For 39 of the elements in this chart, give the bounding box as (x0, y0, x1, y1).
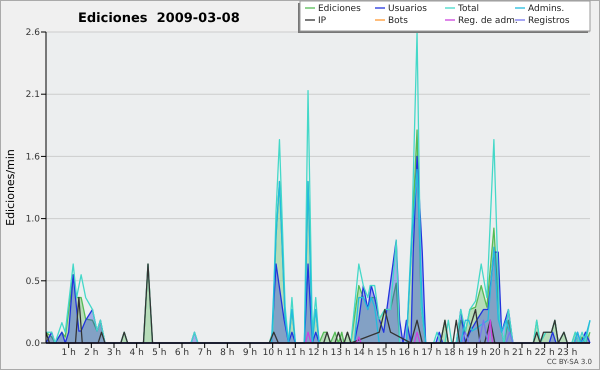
x-tick-label: 12 h (308, 348, 328, 358)
x-tick-label: 15 h (376, 348, 396, 358)
legend-label: Bots (388, 16, 408, 26)
y-tick-label: 0.0 (26, 339, 40, 349)
legend-label: Ediciones (318, 4, 362, 14)
y-axis-title: Ediciones/min (4, 149, 17, 226)
x-tick-label: 13 h (330, 348, 351, 358)
chart-title: Ediciones 2009-03-08 (78, 11, 240, 26)
y-tick-label: 2.6 (26, 28, 40, 38)
legend-label: Registros (528, 16, 570, 26)
legend-label: Total (457, 4, 480, 14)
x-tick-label: 4 h (130, 348, 144, 358)
x-tick-label: 1 h (62, 348, 76, 358)
y-tick-label: 2.1 (26, 90, 40, 100)
x-tick-label: 6 h (174, 348, 190, 358)
legend-label: Reg. de adm. (458, 16, 518, 26)
x-tick-label: 5 h (152, 348, 166, 358)
x-tick-label: 17 h (421, 348, 442, 358)
x-tick-label: 8 h (220, 348, 234, 358)
x-tick-label: 21 h (512, 348, 532, 358)
legend-label: IP (318, 16, 327, 26)
x-tick-label: 23 h (557, 348, 578, 358)
x-tick-label: 19 h (466, 348, 487, 358)
x-tick-label: 14 h (353, 348, 374, 358)
x-tick-label: 3 h (106, 348, 122, 358)
x-tick-label: 7 h (198, 348, 212, 358)
x-tick-label: 2 h (84, 348, 98, 358)
legend-label: Admins. (528, 4, 564, 14)
y-tick-label: 0.5 (26, 276, 40, 287)
x-tick-label: 16 h (398, 348, 419, 358)
x-tick-label: 20 h (489, 348, 510, 358)
legend-label: Usuarios (388, 4, 428, 14)
y-tick-label: 1.6 (26, 152, 40, 162)
x-tick-label: 9 h (242, 348, 258, 358)
x-tick-label: 10 h (262, 348, 283, 358)
x-tick-label: 18 h (444, 348, 464, 358)
x-tick-label: 11 h (285, 348, 306, 358)
y-tick-label: 1.0 (26, 214, 40, 225)
x-tick-label: 22 h (534, 348, 555, 358)
